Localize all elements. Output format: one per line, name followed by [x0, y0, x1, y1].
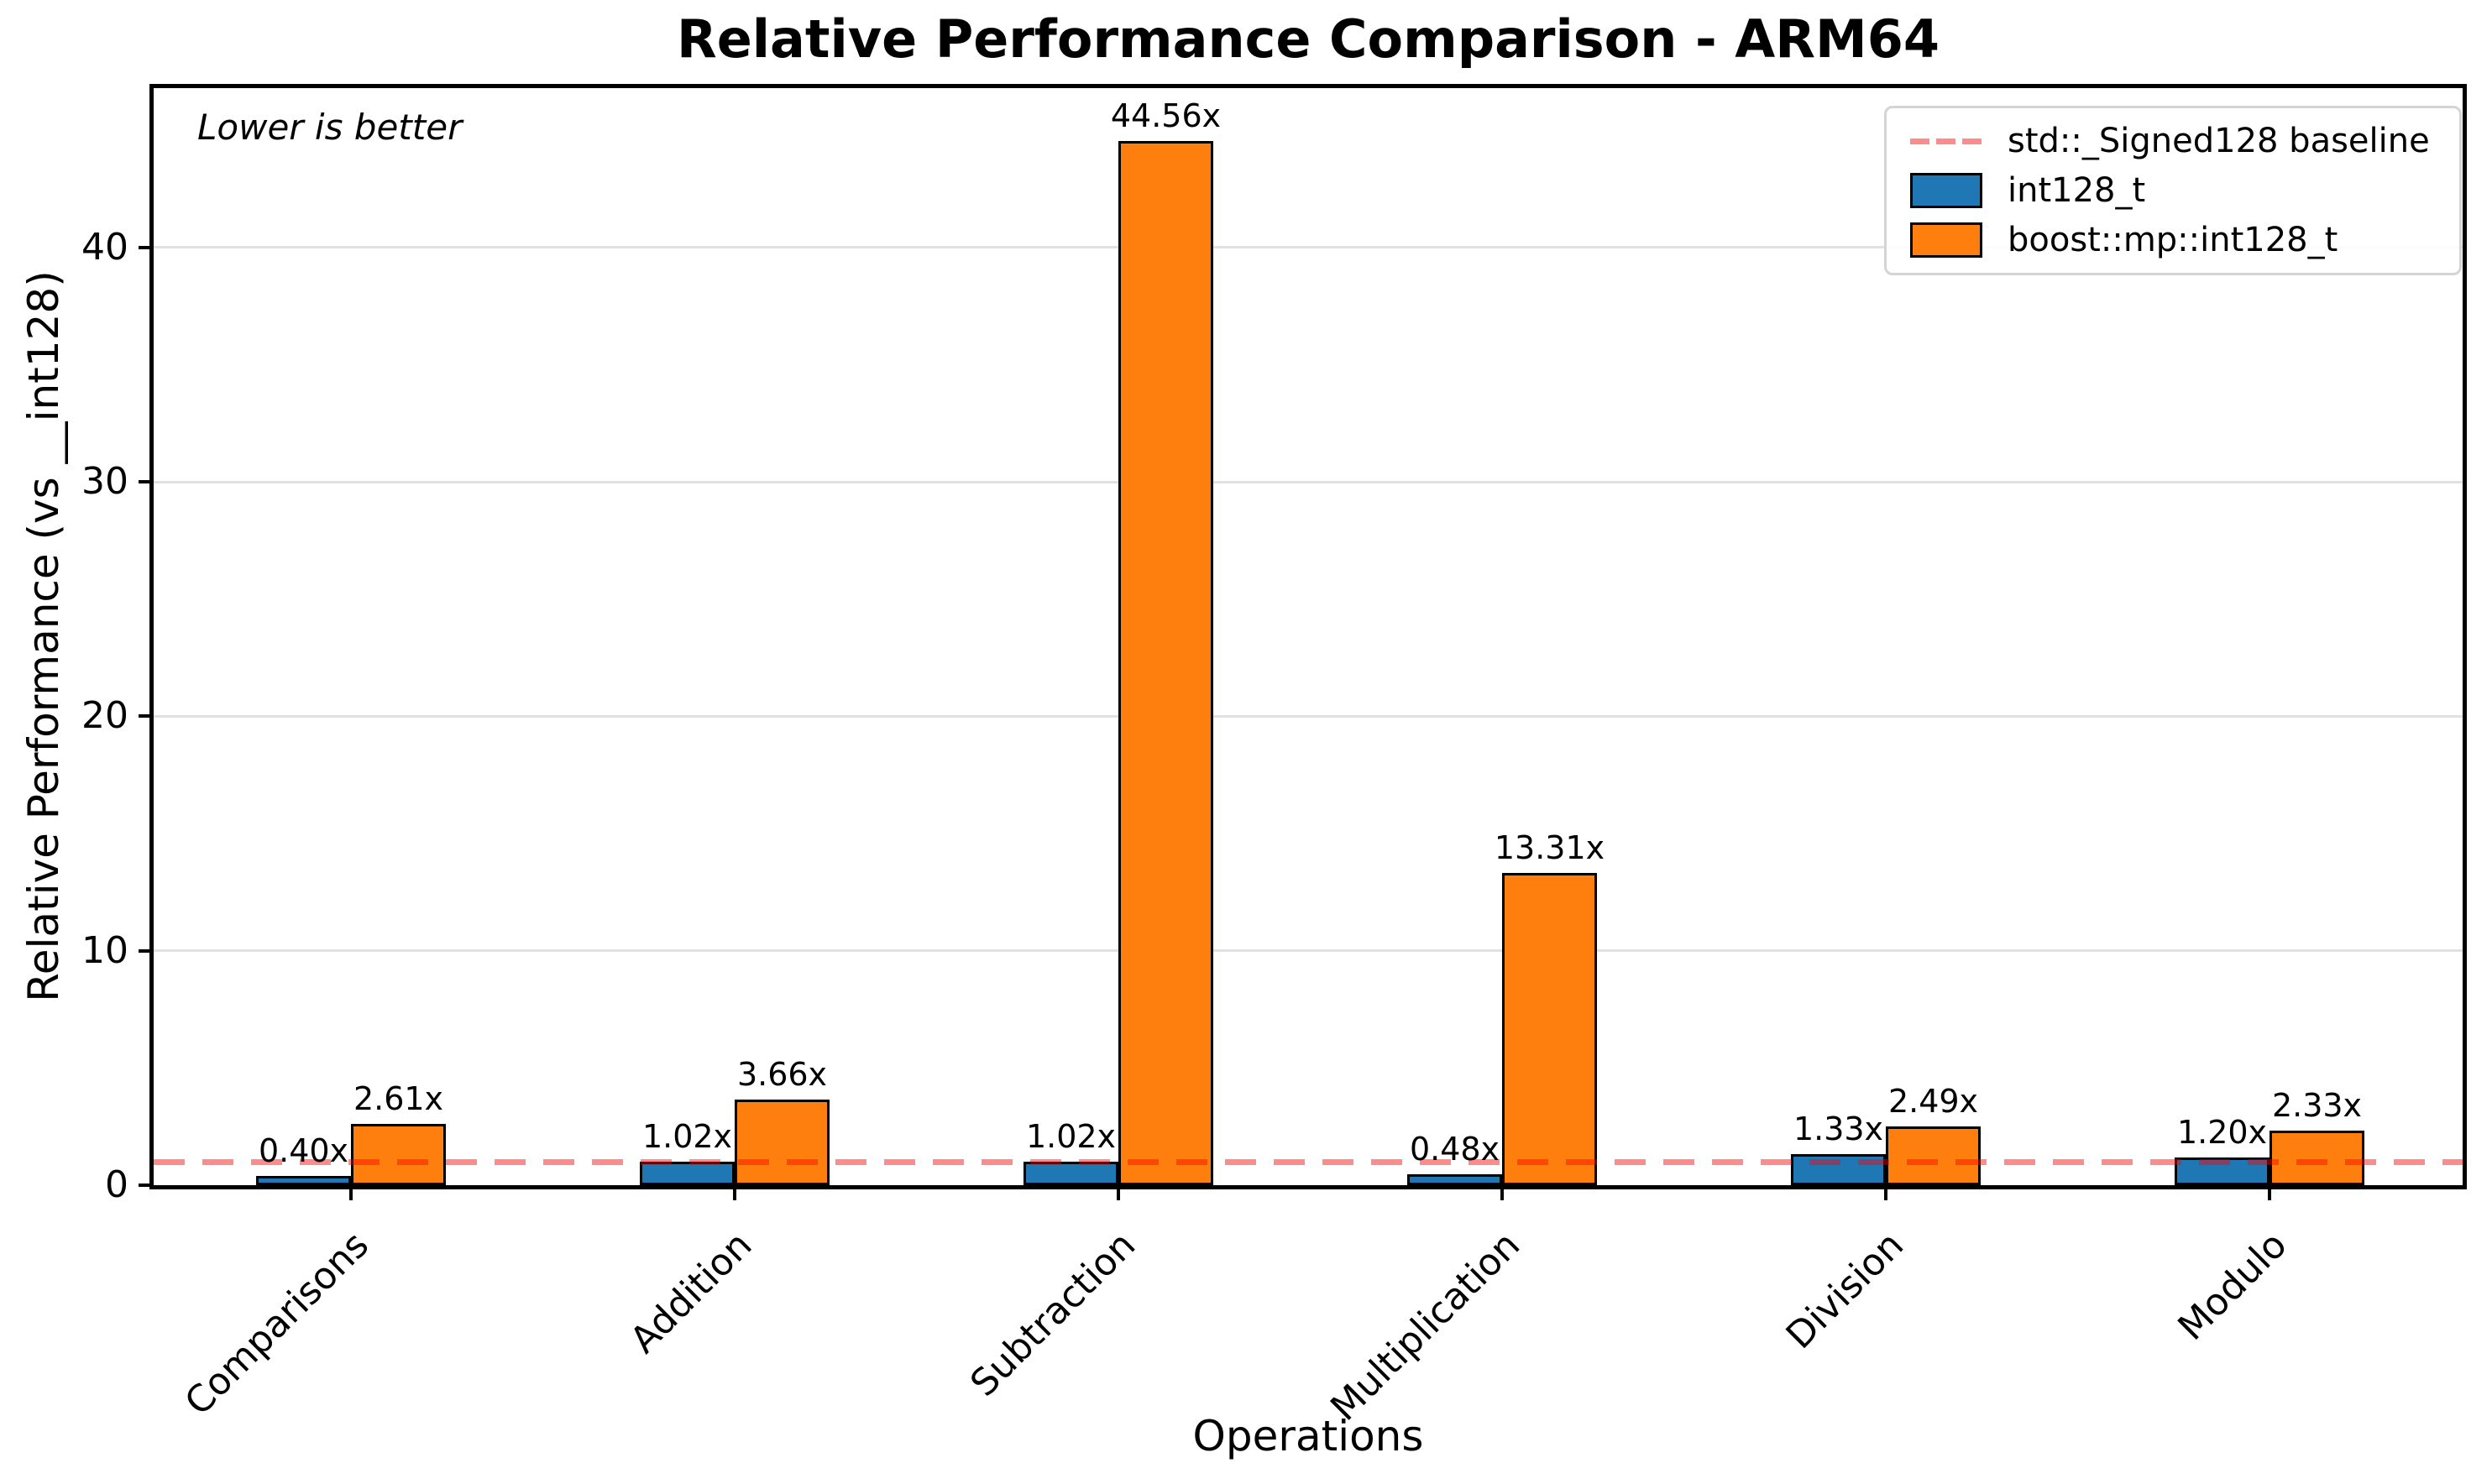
bar-int128-t-multiplication [1407, 1173, 1502, 1185]
y-tick-mark [139, 1184, 149, 1187]
chart-title: Relative Performance Comparison - ARM64 [677, 8, 1940, 70]
legend-label-baseline: std::_Signed128 baseline [2008, 122, 2430, 161]
x-tick-mark [733, 1189, 736, 1200]
boost-swatch-icon [1910, 222, 1982, 258]
legend-row-int128: int128_t [1910, 171, 2436, 210]
x-axis-title: Operations [1192, 1412, 1424, 1460]
y-tick-label: 20 [81, 694, 128, 738]
bar-int128-t-comparisons [256, 1175, 351, 1185]
legend-row-boost: boost::mp::int128_t [1910, 221, 2436, 259]
x-tick-label-modulo: Modulo [2170, 1223, 2296, 1349]
bar-value-label: 0.48x [1409, 1130, 1500, 1168]
y-tick-mark [139, 714, 149, 718]
bar-int128-t-subtraction [1024, 1161, 1118, 1185]
bar-value-label: 1.02x [641, 1117, 733, 1155]
bar-value-label: 44.56x [1110, 97, 1222, 134]
baseline-dashed-line [154, 1158, 2463, 1165]
legend-label-boost: boost::mp::int128_t [2008, 220, 2338, 259]
x-tick-mark [2268, 1189, 2271, 1200]
y-tick-label: 30 [81, 460, 128, 504]
gridline-y10 [154, 949, 2463, 953]
bar-value-label: 2.33x [2271, 1086, 2363, 1124]
bar-value-label: 2.61x [353, 1080, 444, 1118]
bar-value-label: 13.31x [1494, 829, 1605, 867]
bar-int128-t-modulo [2175, 1157, 2270, 1185]
int128-swatch-icon [1910, 172, 1982, 208]
y-tick-label: 40 [81, 225, 128, 269]
bar-int128-t-addition [640, 1161, 735, 1185]
bar-boost-mp-int128-t-subtraction [1118, 140, 1213, 1185]
x-tick-label-multiplication: Multiplication [1322, 1223, 1528, 1429]
x-tick-mark [1884, 1189, 1887, 1200]
x-tick-label-addition: Addition [622, 1223, 761, 1362]
x-tick-label-comparisons: Comparisons [176, 1223, 377, 1424]
y-tick-mark [139, 480, 149, 484]
bar-boost-mp-int128-t-multiplication [1502, 873, 1597, 1185]
bar-int128-t-division [1791, 1153, 1886, 1185]
y-tick-label: 10 [81, 928, 128, 972]
bar-boost-mp-int128-t-division [1886, 1126, 1981, 1185]
bar-boost-mp-int128-t-comparisons [351, 1124, 446, 1185]
x-tick-mark [349, 1189, 353, 1200]
lower-is-better-note: Lower is better [197, 107, 463, 148]
bar-value-label: 0.40x [258, 1131, 349, 1169]
y-tick-mark [139, 245, 149, 249]
x-tick-label-division: Division [1777, 1223, 1912, 1358]
x-tick-label-subtraction: Subtraction [962, 1223, 1144, 1405]
y-tick-mark [139, 948, 149, 953]
y-tick-label: 0 [105, 1163, 128, 1206]
y-axis-title: Relative Performance (vs __int128) [19, 270, 68, 1002]
bar-value-label: 3.66x [736, 1055, 828, 1093]
x-tick-mark [1500, 1189, 1504, 1200]
bar-boost-mp-int128-t-modulo [2270, 1130, 2364, 1185]
plot-area: 0.40x 1.02x 1.02x 0.48x 1.33x 1.20x 2.61x 3.66x… [149, 84, 2467, 1189]
bar-value-label: 1.33x [1793, 1110, 1884, 1147]
bar-boost-mp-int128-t-addition [735, 1099, 830, 1185]
gridline-y30 [154, 480, 2463, 483]
legend-row-baseline: std::_Signed128 baseline [1910, 122, 2436, 160]
gridline-y20 [154, 714, 2463, 718]
baseline-dash-sample-icon [1910, 138, 1982, 144]
legend-label-int128: int128_t [2008, 170, 2146, 210]
bar-value-label: 2.49x [1887, 1083, 1979, 1121]
x-tick-mark [1117, 1189, 1120, 1200]
bar-value-label: 1.02x [1025, 1117, 1117, 1155]
bar-value-label: 1.20x [2176, 1113, 2268, 1151]
gridline-y40 [154, 246, 2463, 249]
legend: std::_Signed128 baseline int128_t boost:… [1884, 106, 2462, 275]
